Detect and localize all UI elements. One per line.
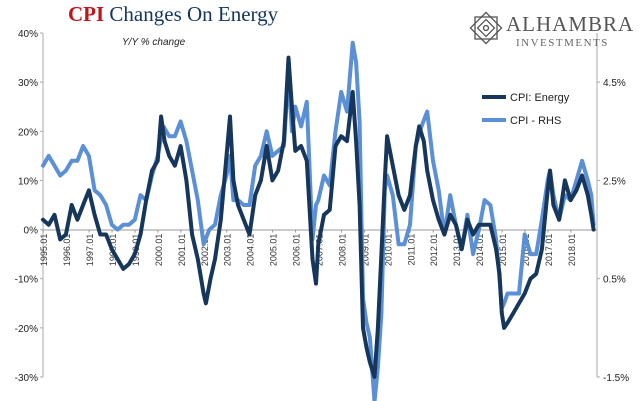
x-tick-label: 2015.01 bbox=[498, 234, 508, 267]
right-tick-label: 0.5% bbox=[603, 275, 626, 286]
x-tick-label: 2011.01 bbox=[406, 234, 416, 266]
alhambra-star-icon bbox=[469, 11, 503, 45]
left-axis-ticks: 40% 30% 20% 10% 0% -10% -20% -30% bbox=[15, 29, 43, 384]
left-tick-label: 0% bbox=[24, 226, 39, 237]
right-tick-label: 4.5% bbox=[603, 78, 626, 89]
chart-title: CPI Changes On Energy bbox=[68, 2, 278, 27]
left-tick-label: 30% bbox=[18, 78, 38, 89]
x-tick-label: 2004.01 bbox=[246, 234, 256, 267]
chart-title-cpi: CPI bbox=[68, 2, 105, 26]
left-tick-label: 20% bbox=[18, 127, 38, 138]
series-line-cpi-energy bbox=[41, 55, 596, 379]
x-tick-label: 2013.01 bbox=[452, 234, 462, 267]
company-logo: ALHAMBRA INVESTMENTS bbox=[468, 6, 638, 50]
left-tick-label: -20% bbox=[15, 324, 38, 335]
plot-area: 40% 30% 20% 10% 0% -10% -20% -30% 4.5% 2.5% 0.5% -… bbox=[15, 29, 629, 401]
x-tick-label: 2001.01 bbox=[177, 234, 187, 267]
x-tick-label: 1996.01 bbox=[62, 234, 72, 267]
legend-label-cpi-rhs: CPI - RHS bbox=[510, 115, 561, 127]
right-tick-label: 2.5% bbox=[603, 176, 626, 187]
x-tick-label: 2005.01 bbox=[269, 234, 279, 267]
x-tick-label: 1995.01 bbox=[39, 234, 49, 267]
chart-legend: CPI: Energy CPI - RHS bbox=[482, 92, 570, 127]
left-tick-label: -30% bbox=[15, 373, 38, 384]
x-tick-label: 2002.01 bbox=[200, 234, 210, 267]
logo-name: ALHAMBRA bbox=[506, 12, 635, 36]
x-tick-label: 2003.01 bbox=[223, 234, 233, 267]
chart-subtitle: Y/Y % change bbox=[122, 37, 186, 48]
left-tick-label: -10% bbox=[15, 275, 38, 286]
legend-label-cpi-energy: CPI: Energy bbox=[510, 92, 570, 104]
chart-title-rest: Changes On Energy bbox=[109, 2, 279, 26]
x-tick-label: 2016.01 bbox=[521, 234, 531, 267]
logo-subtitle: INVESTMENTS bbox=[516, 37, 609, 49]
x-tick-label: 2018.01 bbox=[567, 234, 577, 267]
right-axis-ticks: 4.5% 2.5% 0.5% -1.5% bbox=[597, 78, 629, 384]
left-tick-label: 40% bbox=[18, 29, 38, 40]
left-tick-label: 10% bbox=[18, 176, 38, 187]
x-tick-label: 2006.01 bbox=[292, 234, 302, 267]
x-tick-label: 2000.01 bbox=[154, 234, 164, 267]
x-tick-label: 2009.01 bbox=[360, 234, 370, 267]
right-tick-label: -1.5% bbox=[603, 373, 629, 384]
x-tick-label: 2014.01 bbox=[475, 234, 485, 267]
x-tick-label: 2017.01 bbox=[544, 234, 554, 267]
x-tick-label: 2010.01 bbox=[383, 234, 393, 267]
x-tick-label: 2012.01 bbox=[429, 234, 439, 267]
x-tick-label: 1997.01 bbox=[85, 234, 95, 267]
x-tick-label: 2008.01 bbox=[337, 234, 347, 267]
